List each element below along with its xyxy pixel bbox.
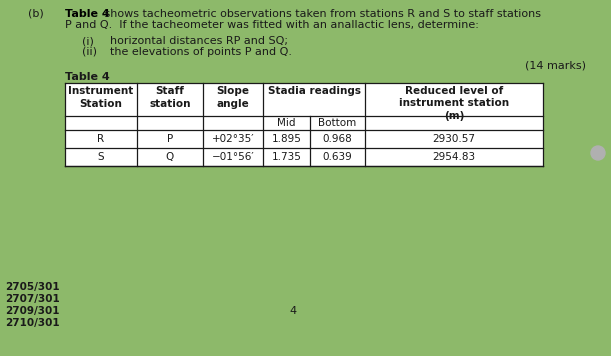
Text: 0.639: 0.639 [323, 152, 353, 162]
Text: S: S [98, 152, 104, 162]
Text: 2705/301: 2705/301 [5, 282, 60, 292]
Text: 2710/301: 2710/301 [5, 318, 60, 328]
Text: Slope
angle: Slope angle [216, 86, 249, 109]
Text: horizontal distances RP and SQ;: horizontal distances RP and SQ; [110, 36, 288, 46]
Text: Table 4: Table 4 [65, 72, 110, 82]
Text: Table 4: Table 4 [65, 9, 110, 19]
Text: +02°35′: +02°35′ [211, 134, 254, 144]
Text: Reduced level of
instrument station
(m): Reduced level of instrument station (m) [399, 86, 509, 121]
Text: R: R [97, 134, 104, 144]
Text: Mid: Mid [277, 118, 296, 128]
Text: (ii): (ii) [82, 47, 97, 57]
Text: (14 marks): (14 marks) [525, 60, 586, 70]
Text: 1.735: 1.735 [271, 152, 301, 162]
Circle shape [591, 146, 605, 160]
Text: 2709/301: 2709/301 [5, 306, 59, 316]
Text: (i): (i) [82, 36, 94, 46]
Text: Q: Q [166, 152, 174, 162]
Text: P and Q.  If the tacheometer was fitted with an anallactic lens, determine:: P and Q. If the tacheometer was fitted w… [65, 20, 479, 30]
Text: 0.968: 0.968 [323, 134, 353, 144]
Text: −01°56′: −01°56′ [211, 152, 254, 162]
Text: 4: 4 [290, 306, 296, 316]
Text: 1.895: 1.895 [271, 134, 301, 144]
Text: 2954.83: 2954.83 [433, 152, 475, 162]
Bar [65, 83, 543, 166]
Text: Staff
station: Staff station [149, 86, 191, 109]
Text: (b): (b) [28, 9, 44, 19]
Text: Stadia readings: Stadia readings [268, 86, 360, 96]
Text: Bottom: Bottom [318, 118, 357, 128]
Text: P: P [167, 134, 173, 144]
Text: shows tacheometric observations taken from stations R and S to staff stations: shows tacheometric observations taken fr… [101, 9, 541, 19]
Text: 2707/301: 2707/301 [5, 294, 60, 304]
Text: 2930.57: 2930.57 [433, 134, 475, 144]
Text: the elevations of points P and Q.: the elevations of points P and Q. [110, 47, 292, 57]
Text: Instrument
Station: Instrument Station [68, 86, 134, 109]
